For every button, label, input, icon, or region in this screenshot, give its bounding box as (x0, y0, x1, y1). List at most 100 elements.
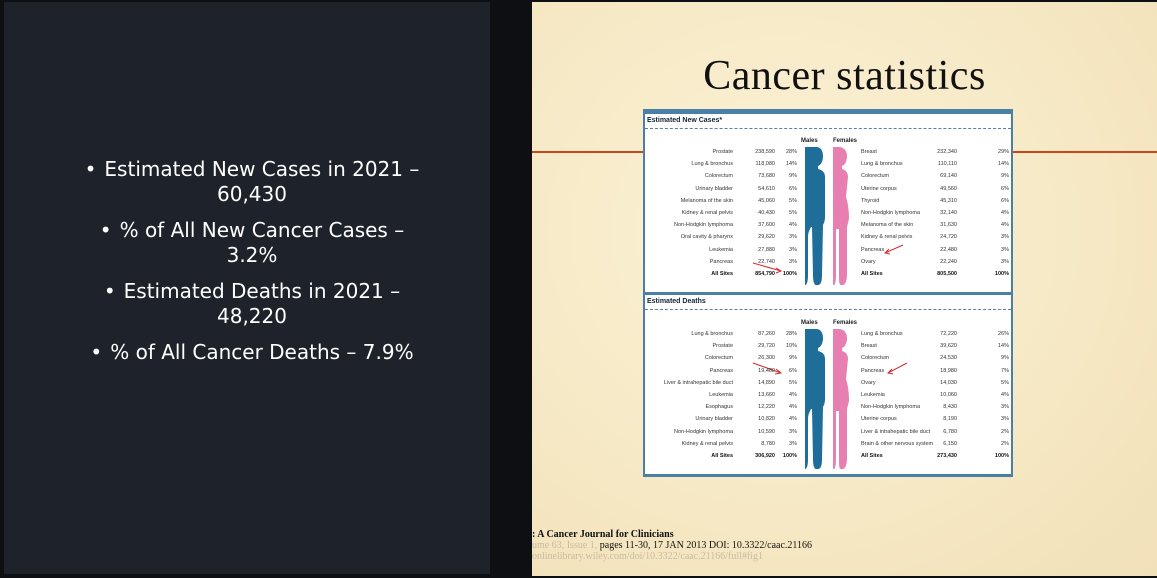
citation-url-link[interactable]: onlinelibrary.wiley.com/doi/10.3322/caac… (532, 551, 764, 562)
case-percent: 6% (1001, 185, 1009, 192)
case-count: 306,920 (755, 453, 775, 459)
site-name: All Sites (711, 271, 733, 277)
slide-title: Cancer statistics (703, 53, 986, 99)
site-name: Thyroid (861, 197, 880, 204)
bullet-percent-new-cases: •% of All New Cancer Cases – 3.2% (99, 218, 405, 267)
case-count: 87,260 (758, 331, 775, 337)
deaths-heading: Estimated Deaths (647, 298, 706, 305)
case-count: 805,500 (937, 271, 957, 277)
divider (645, 128, 1011, 129)
site-name: Non-Hodgkin lymphoma (674, 222, 733, 229)
citation-journal: : A Cancer Journal for Clinicians (532, 529, 674, 540)
citation-pages: pages 11-30, 17 JAN 2013 DOI: 10.3322/ca… (597, 540, 813, 551)
case-percent: 3% (1001, 258, 1009, 265)
case-percent: 3% (789, 234, 797, 241)
site-name: Pancreas (709, 367, 733, 374)
divider (645, 309, 1011, 310)
male-figure-shape (805, 147, 825, 285)
bullet-new-cases: • Estimated New Cases in 2021 – 60,430 (84, 157, 420, 206)
case-count: 26,300 (758, 355, 775, 362)
case-percent: 4% (789, 404, 797, 411)
left-text-panel: • Estimated New Cases in 2021 – 60,430 •%… (4, 2, 490, 574)
case-count: 40,430 (758, 210, 775, 216)
case-count: 118,080 (755, 161, 775, 168)
site-name: Non-Hodgkin lymphoma (861, 210, 920, 216)
case-count: 22,240 (940, 258, 957, 265)
bullet-deaths: • Estimated Deaths in 2021 – 48,220 (103, 279, 401, 328)
site-name: Liver & intrahepatic bile duct (861, 428, 931, 435)
case-percent: 4% (1001, 210, 1009, 216)
site-name: Uterine corpus (861, 185, 897, 192)
case-count: 32,140 (940, 210, 957, 216)
site-name: Brain & other nervous system (861, 440, 934, 447)
statistics-table: Estimated New Cases* Males Females Prost… (643, 109, 1013, 477)
female-silhouette-icon (833, 329, 849, 469)
site-name: Pancreas (861, 367, 885, 374)
female-figure-shape (833, 147, 849, 285)
site-name: Kidney & renal pelvis (681, 440, 733, 447)
case-percent: 14% (997, 161, 1009, 168)
case-percent: 6% (789, 185, 797, 192)
site-name: Urinary bladder (695, 185, 733, 192)
case-percent: 9% (1001, 355, 1009, 362)
case-count: 22,480 (940, 246, 957, 253)
case-percent: 4% (789, 392, 797, 398)
case-count: 69,140 (940, 173, 957, 180)
case-percent: 100% (782, 271, 797, 277)
case-count: 854,790 (755, 271, 775, 277)
arrow-new-cases-male (752, 262, 783, 274)
case-percent: 100% (994, 271, 1009, 277)
site-name: Pancreas (861, 246, 885, 253)
site-name: All Sites (711, 453, 733, 459)
case-count: 10,820 (758, 416, 775, 423)
site-name: Kidney & renal pelvis (681, 210, 733, 216)
site-name: Breast (861, 149, 877, 155)
male-figure-shape (805, 329, 825, 469)
site-name: Lung & bronchus (861, 161, 903, 168)
case-percent: 4% (1001, 222, 1009, 229)
slide-image: Cancer statistics Estimated New Cases* M… (532, 2, 1157, 576)
case-percent: 2% (1001, 428, 1009, 435)
case-count: 31,630 (940, 222, 957, 229)
case-count: 8,190 (943, 416, 957, 423)
site-name: Non-Hodgkin lymphoma (861, 404, 920, 411)
case-percent: 7% (1001, 367, 1009, 374)
case-count: 110,110 (937, 161, 957, 168)
case-percent: 29% (997, 149, 1009, 155)
site-name: All Sites (861, 271, 883, 277)
case-percent: 3% (789, 440, 797, 447)
case-percent: 3% (789, 428, 797, 435)
site-name: Esophagus (705, 404, 733, 411)
case-percent: 5% (789, 197, 797, 204)
table-top-bar (645, 111, 1011, 114)
case-count: 22,740 (758, 258, 775, 265)
arrow-deaths-female (886, 362, 908, 375)
case-percent: 3% (1001, 234, 1009, 241)
case-percent: 5% (789, 379, 797, 386)
deaths-males-label: Males (801, 320, 818, 326)
case-percent: 14% (785, 161, 797, 168)
case-count: 39,620 (940, 343, 957, 350)
middle-bar (645, 292, 1011, 295)
case-percent: 28% (785, 331, 797, 337)
citation-details: ume 63, Issue 1, pages 11-30, 17 JAN 201… (532, 540, 812, 551)
case-percent: 3% (789, 258, 797, 265)
case-percent: 3% (1001, 416, 1009, 423)
site-name: Breast (861, 343, 877, 350)
case-count: 45,310 (940, 197, 957, 204)
case-count: 24,530 (940, 355, 957, 362)
case-count: 37,600 (758, 222, 775, 229)
site-name: Colorectum (704, 355, 733, 362)
case-count: 232,340 (937, 149, 957, 155)
site-name: Leukemia (709, 392, 733, 398)
site-name: Kidney & renal pelvis (861, 234, 913, 241)
case-percent: 4% (789, 222, 797, 229)
case-count: 6,150 (943, 440, 957, 447)
case-count: 10,590 (758, 428, 775, 435)
case-count: 6,780 (943, 428, 957, 435)
citation-volume-link[interactable]: ume 63, Issue 1, (532, 540, 598, 551)
bullet-percent-deaths: •% of All Cancer Deaths – 7.9% (90, 340, 414, 364)
site-name: Colorectum (861, 173, 890, 180)
case-percent: 9% (789, 355, 797, 362)
case-count: 8,430 (943, 404, 957, 411)
